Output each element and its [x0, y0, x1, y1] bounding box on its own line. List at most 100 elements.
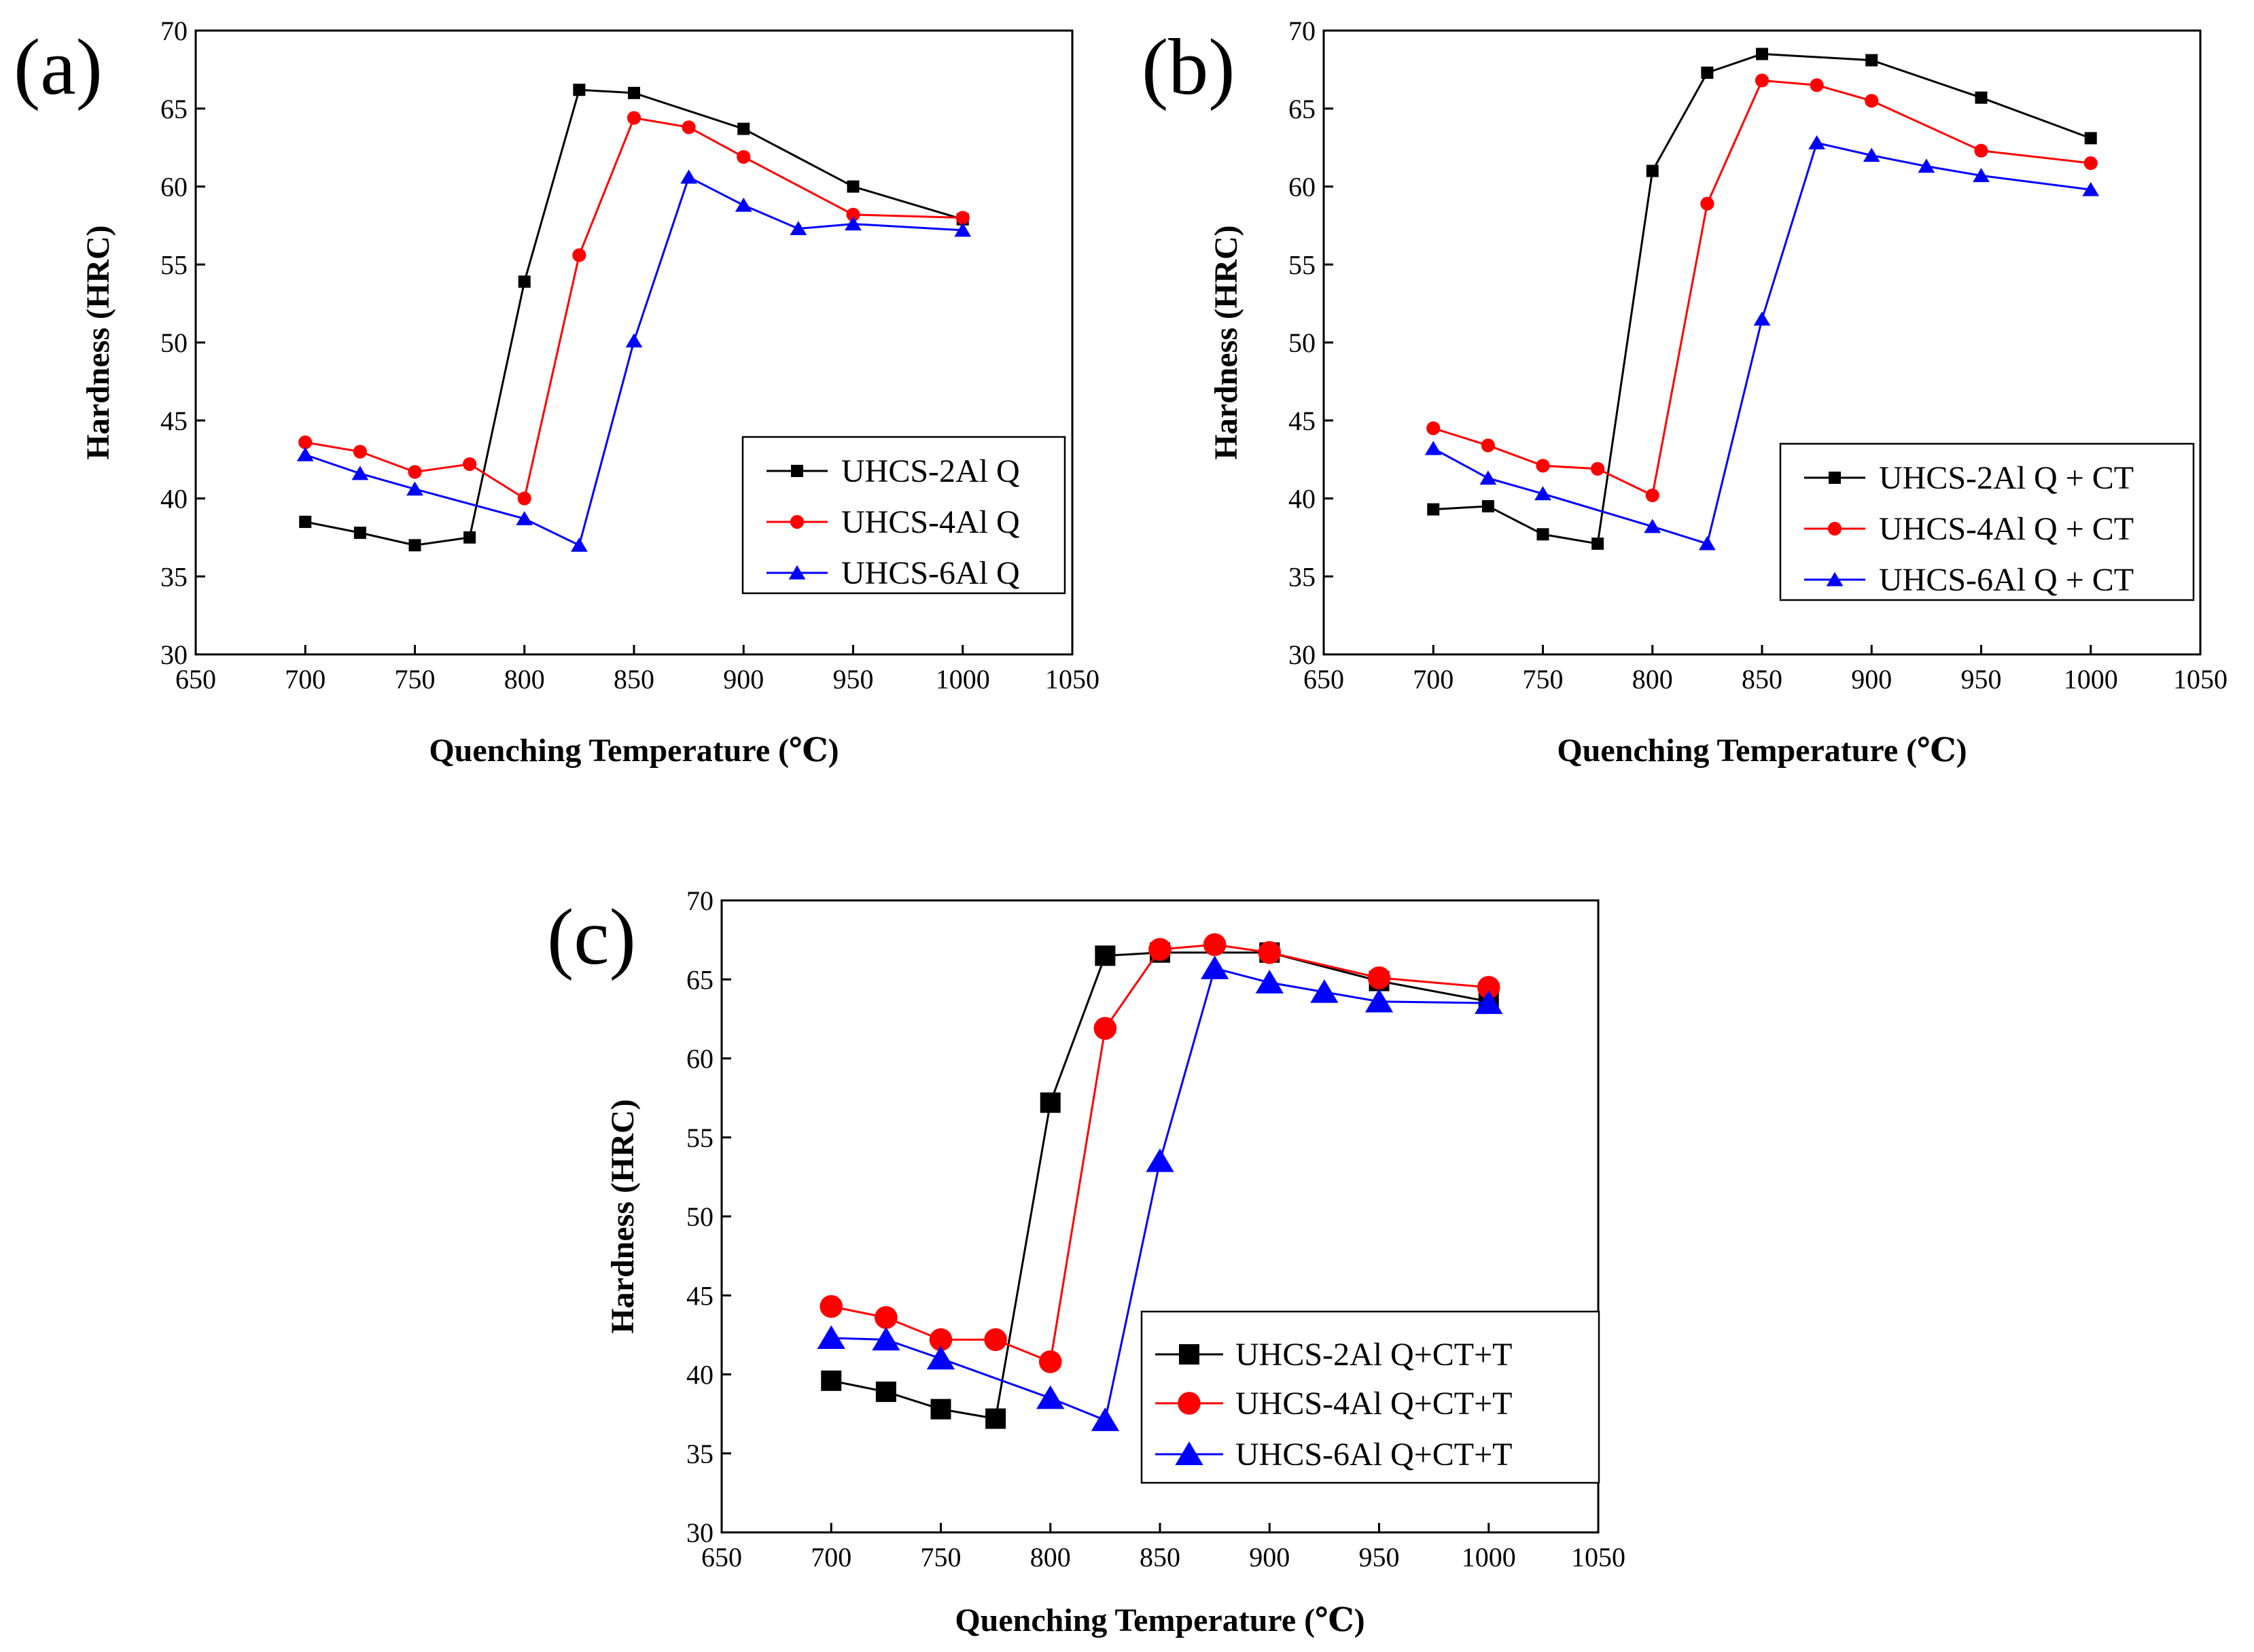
data-point	[954, 222, 972, 237]
tick-marks	[720, 899, 1600, 1534]
x-tick-label: 950	[1961, 664, 2002, 695]
data-point	[1040, 1092, 1061, 1113]
data-point	[1427, 503, 1440, 516]
x-tick-label: 900	[1851, 664, 1892, 695]
data-point	[1810, 78, 1824, 92]
data-point	[1481, 438, 1495, 453]
x-tick-label: 800	[1632, 664, 1673, 695]
data-point	[1865, 94, 1879, 108]
triangle-marker-icon	[1826, 572, 1844, 586]
legend-marker	[1179, 1344, 1199, 1365]
x-tick-label: 650	[1303, 664, 1344, 695]
y-tick-label: 55	[686, 1123, 714, 1153]
square-marker-icon	[1829, 472, 1841, 484]
data-point	[1426, 421, 1441, 436]
data-point	[1808, 135, 1825, 150]
legend-label: UHCS-2Al Q + CT	[1879, 460, 2134, 496]
data-point	[1146, 1148, 1174, 1172]
legend-box	[1779, 442, 2195, 601]
x-tick-label: 1050	[1571, 1542, 1625, 1572]
x-tick-label: 900	[1249, 1542, 1290, 1572]
x-tick-label: 750	[395, 664, 436, 695]
x-tick-label: 850	[1140, 1542, 1180, 1572]
panel-label: (c)	[547, 892, 636, 981]
y-tick-label: 65	[160, 94, 188, 124]
y-tick-label: 45	[686, 1280, 714, 1311]
legend-marker	[1827, 521, 1842, 536]
y-tick-label: 40	[1288, 484, 1316, 514]
legend-label: UHCS-6Al Q	[841, 555, 1020, 591]
y-tick-label: 70	[1288, 16, 1316, 46]
x-tick-label: 700	[285, 664, 325, 695]
data-point	[2084, 132, 2097, 145]
data-point	[1863, 147, 1880, 162]
y-tick-label: 60	[160, 172, 188, 203]
data-point	[1591, 461, 1605, 476]
data-point	[1756, 48, 1768, 60]
data-point	[1038, 1350, 1062, 1373]
y-tick-label: 55	[160, 249, 188, 280]
legend-marker	[1829, 472, 1841, 484]
data-point	[351, 465, 369, 480]
y-tick-label: 35	[160, 561, 188, 592]
data-point	[929, 1328, 953, 1352]
x-tick-labels: 650 700 750 800 850 900 950 1000 1050	[701, 1542, 1625, 1572]
y-tick-label: 65	[1288, 94, 1316, 124]
data-point	[820, 1295, 843, 1318]
legend-entry: UHCS-6Al Q	[767, 555, 1020, 591]
y-tick-label: 35	[686, 1439, 714, 1469]
series-square	[1427, 48, 2097, 550]
data-point	[1975, 91, 1988, 104]
y-tick-label: 60	[686, 1044, 714, 1074]
circle-marker-icon	[790, 514, 805, 529]
legend-entry: UHCS-2Al Q + CT	[1804, 460, 2134, 496]
data-point	[518, 275, 531, 288]
data-point	[406, 481, 423, 496]
series-line	[1432, 79, 2091, 497]
legend-label: UHCS-4Al Q + CT	[1879, 511, 2134, 547]
legend-label: UHCS-6Al Q + CT	[1879, 562, 2134, 598]
series-circle	[820, 933, 1500, 1373]
data-point	[1367, 966, 1391, 989]
tick-marks	[194, 29, 1074, 656]
data-point	[1093, 1017, 1117, 1040]
y-tick-label: 70	[160, 16, 188, 46]
y-axis-title: Hardness (HRC)	[1208, 225, 1244, 459]
legend-label: UHCS-2Al Q+CT+T	[1235, 1337, 1512, 1373]
data-point	[955, 211, 970, 225]
data-point	[1477, 976, 1500, 999]
x-tick-label: 950	[1359, 1542, 1400, 1572]
y-tick-label: 40	[686, 1360, 714, 1390]
panel-label: (b)	[1142, 22, 1235, 111]
y-axis-title: Hardness (HRC)	[605, 1099, 641, 1333]
x-tick-labels: 650 700 750 800 850 900 950 1000 1050	[175, 664, 1099, 695]
x-tick-label: 1000	[2064, 664, 2118, 695]
data-point	[1424, 440, 1442, 455]
data-point	[1699, 535, 1716, 550]
x-tick-label: 1050	[1045, 664, 1099, 695]
data-point	[296, 446, 314, 461]
y-axis-title: Hardness (HRC)	[80, 225, 116, 459]
x-tick-label: 1000	[1462, 1542, 1516, 1572]
square-marker-icon	[1179, 1344, 1199, 1365]
data-point	[1091, 1407, 1119, 1431]
data-point	[625, 333, 643, 348]
y-tick-label: 40	[160, 484, 188, 514]
y-tick-labels: 30 35 40 45 50 55 60 65 70	[1288, 16, 1316, 670]
legend-entry: UHCS-4Al Q+CT+T	[1155, 1386, 1512, 1422]
data-point	[1918, 158, 1935, 173]
x-tick-label: 850	[1742, 664, 1782, 695]
y-tick-label: 50	[686, 1201, 714, 1232]
x-tick-label: 700	[811, 1542, 851, 1572]
data-point	[408, 539, 421, 552]
x-tick-label: 750	[921, 1542, 962, 1572]
circle-marker-icon	[1178, 1392, 1201, 1415]
x-tick-label: 800	[504, 664, 545, 695]
data-point	[1536, 459, 1550, 473]
data-point	[2083, 156, 2098, 171]
legend-label: UHCS-4Al Q+CT+T	[1235, 1386, 1512, 1422]
data-point	[985, 1408, 1006, 1429]
triangle-marker-icon	[788, 565, 806, 580]
x-tick-label: 650	[701, 1542, 742, 1572]
